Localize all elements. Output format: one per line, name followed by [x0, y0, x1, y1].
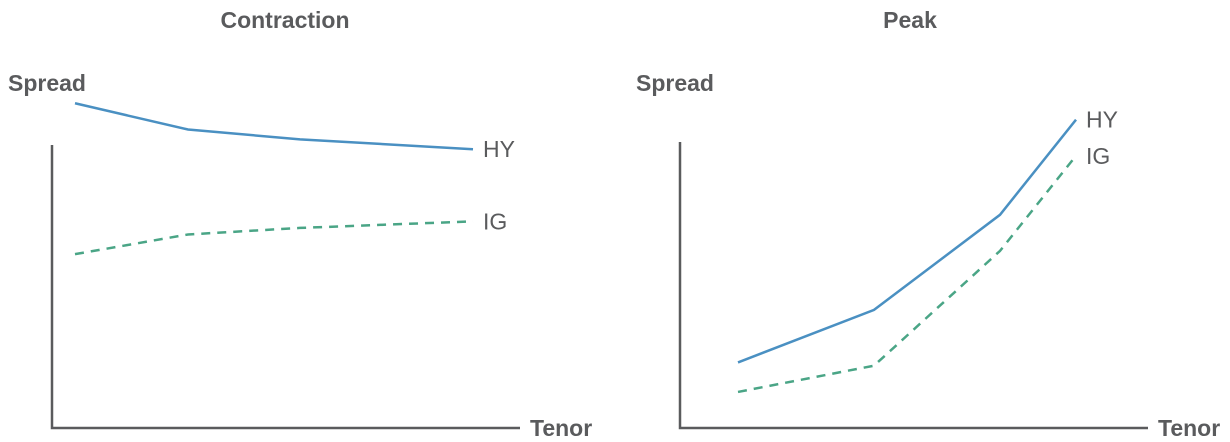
x-axis-label: Tenor [530, 415, 592, 441]
chart-title: Peak [883, 7, 937, 33]
x-axis-label: Tenor [1158, 415, 1220, 441]
chart-title: Contraction [220, 7, 349, 33]
series-line-hy [74, 102, 474, 151]
y-axis-label: Spread [636, 70, 714, 96]
axes-lines [50, 145, 520, 430]
axes-lines [678, 142, 1148, 430]
series-line-ig [74, 220, 474, 256]
chart-panel-contraction: Contraction Spread Tenor HY IG [8, 7, 592, 441]
series-line-ig [737, 154, 1077, 394]
chart-panel-peak: Peak Spread Tenor HY IG [636, 7, 1220, 441]
series-label-hy: HY [1086, 107, 1118, 133]
series-label-ig: IG [483, 208, 507, 234]
y-axis-label: Spread [8, 70, 86, 96]
series-label-ig: IG [1086, 143, 1110, 169]
series-label-hy: HY [483, 136, 515, 162]
series-line-hy [737, 118, 1077, 364]
